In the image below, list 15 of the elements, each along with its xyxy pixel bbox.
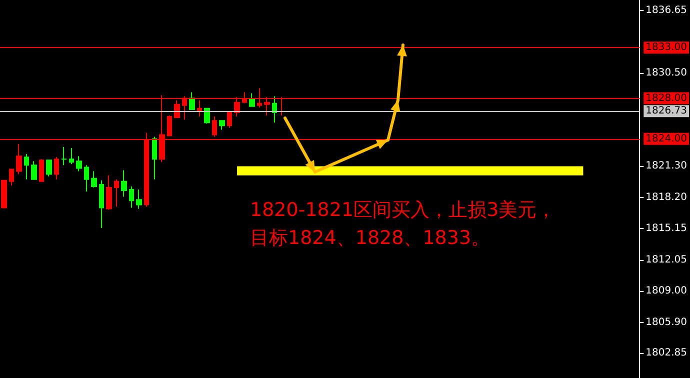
ref-line-label: 1824.00 [646,133,688,144]
y-tick-label: 1812.05 [646,254,688,266]
y-tick-label: 1821.30 [646,160,688,172]
y-tick-label: 1830.50 [646,67,688,78]
y-tick-label: 1818.20 [646,192,688,204]
ref-line-label: 1828.00 [646,92,688,104]
annotation: 目标1824、1828、1833。 [250,227,490,249]
y-tick-label: 1836.65 [646,5,688,16]
y-tick-label: 1802.85 [646,348,688,359]
ref-line-label: 1826.73 [646,106,688,117]
annotation: 1820-1821区间买入，止损3美元， [250,199,556,221]
ref-line-label: 1833.00 [646,42,688,54]
y-tick-label: 1809.00 [646,285,688,296]
y-tick-label: 1815.15 [646,223,688,234]
y-tick-label: 1805.90 [646,316,688,328]
